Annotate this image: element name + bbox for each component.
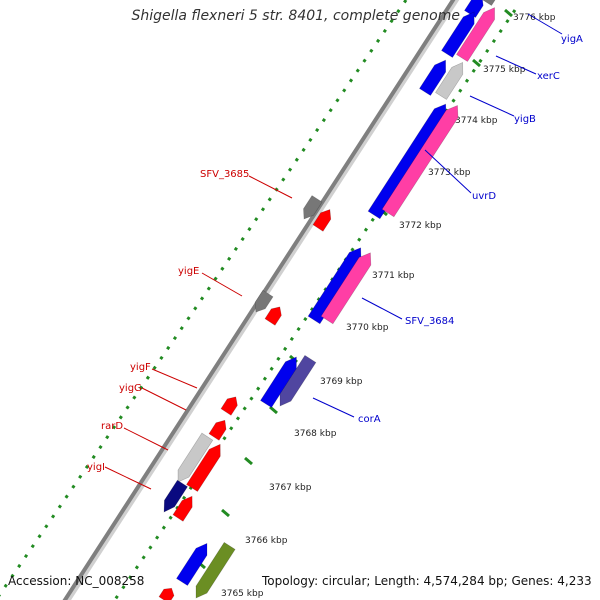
- gene-arrow-rarD-silver[interactable]: [177, 432, 214, 483]
- reverse-labels: SFV_3685 yigE yigF yigG rarD yigI: [87, 169, 293, 490]
- svg-text:SFV_3685: SFV_3685: [200, 169, 249, 180]
- gene-arrow-olive-arrow[interactable]: [195, 541, 236, 599]
- ruler-tick-3768: 3768 kbp: [269, 405, 337, 439]
- ruler-label: 3774 kbp: [455, 116, 498, 126]
- svg-text:xerC: xerC: [537, 71, 560, 82]
- gene-arrow-SFV_3684-pink[interactable]: [320, 252, 372, 325]
- gene-label-yigB[interactable]: yigB: [469, 95, 536, 125]
- gene-label-yigG[interactable]: yigG: [119, 383, 187, 411]
- gene-arrow-yigG-red[interactable]: [208, 419, 227, 441]
- forward-labels: yigA xerC yigB uvrD SFV_3684 corA: [312, 13, 583, 425]
- ruler-tick-3766: 3766 kbp: [221, 508, 288, 546]
- svg-text:rarD: rarD: [101, 421, 123, 432]
- gene-arrow-yigE-gray[interactable]: [254, 289, 274, 313]
- gene-label-uvrD[interactable]: uvrD: [424, 149, 496, 202]
- gene-label-yigI[interactable]: yigI: [87, 462, 152, 490]
- inner-tick-ring: [0, 0, 408, 597]
- gene-arrow-uvrD-pink[interactable]: [381, 105, 459, 218]
- accession-text: Accession: NC_008258: [8, 574, 145, 588]
- outer-tick-ring: [112, 9, 517, 600]
- ruler-label: 3771 kbp: [372, 271, 415, 281]
- svg-text:yigG: yigG: [119, 383, 142, 394]
- ruler-label: 3772 kbp: [399, 221, 442, 231]
- gene-arrow-SFV_3685-gray[interactable]: [303, 195, 323, 220]
- gene-label-corA[interactable]: corA: [312, 397, 381, 425]
- gene-arrow-yigA-arrow[interactable]: [464, 0, 484, 18]
- gene-arrow-yigI-red[interactable]: [172, 495, 193, 522]
- gene-label-rarD[interactable]: rarD: [101, 421, 169, 451]
- svg-text:SFV_3684: SFV_3684: [405, 316, 454, 327]
- gene-label-yigE[interactable]: yigE: [178, 266, 243, 297]
- gene-arrow-yigB-silver[interactable]: [435, 61, 464, 100]
- gene-label-yigA[interactable]: yigA: [527, 13, 583, 45]
- gene-arrow-blue-arrow-low[interactable]: [176, 542, 208, 586]
- ruler-label: 3765 kbp: [221, 589, 264, 599]
- gene-arrow-rarD-red[interactable]: [186, 443, 221, 492]
- svg-text:yigF: yigF: [130, 362, 151, 373]
- gene-label-yigF[interactable]: yigF: [130, 362, 198, 389]
- ruler-label: 3775 kbp: [483, 65, 526, 75]
- svg-text:yigI: yigI: [87, 462, 105, 473]
- svg-text:corA: corA: [358, 414, 381, 425]
- ruler-label: 3767 kbp: [269, 483, 312, 493]
- gene-features: [158, 0, 508, 600]
- gene-arrow-xerC-pink[interactable]: [456, 7, 495, 62]
- svg-text:uvrD: uvrD: [472, 191, 496, 202]
- gene-arrow-yigF-red[interactable]: [220, 396, 238, 416]
- gene-arrow-yigI-navy[interactable]: [163, 479, 188, 513]
- topology-text: Topology: circular; Length: 4,574,284 bp…: [262, 574, 592, 588]
- gene-label-SFV_3685[interactable]: SFV_3685: [200, 169, 293, 199]
- gene-arrow-corA-slate[interactable]: [279, 354, 317, 407]
- gene-arrow-yigE-red[interactable]: [264, 306, 282, 326]
- ruler-label: 3770 kbp: [346, 323, 389, 333]
- ruler-group: 3776 kbp 3775 kbp 3774 kbp 3773 kbp 3772…: [197, 8, 556, 599]
- svg-text:yigE: yigE: [178, 266, 199, 277]
- svg-text:yigA: yigA: [561, 34, 583, 45]
- gene-arrow-SFV_3685-red[interactable]: [312, 209, 332, 232]
- svg-text:yigB: yigB: [514, 114, 536, 125]
- gene-arrow-bottom-red[interactable]: [158, 587, 175, 600]
- ruler-tick-3775: 3775 kbp: [472, 58, 526, 75]
- gene-arrow-yigB-arrow[interactable]: [419, 59, 447, 96]
- ruler-label: 3768 kbp: [294, 429, 337, 439]
- gene-label-SFV_3684[interactable]: SFV_3684: [361, 297, 454, 327]
- ruler-label: 3769 kbp: [320, 377, 363, 387]
- gene-arrow-xerC-arrow[interactable]: [441, 11, 475, 58]
- ruler-tick-3767: 3767 kbp: [244, 456, 312, 493]
- ruler-label: 3766 kbp: [245, 536, 288, 546]
- gene-label-xerC[interactable]: xerC: [495, 55, 560, 82]
- page-title: Shigella flexneri 5 str. 8401, complete …: [131, 8, 460, 24]
- gene-arrow-yigA-pink[interactable]: [481, 0, 508, 6]
